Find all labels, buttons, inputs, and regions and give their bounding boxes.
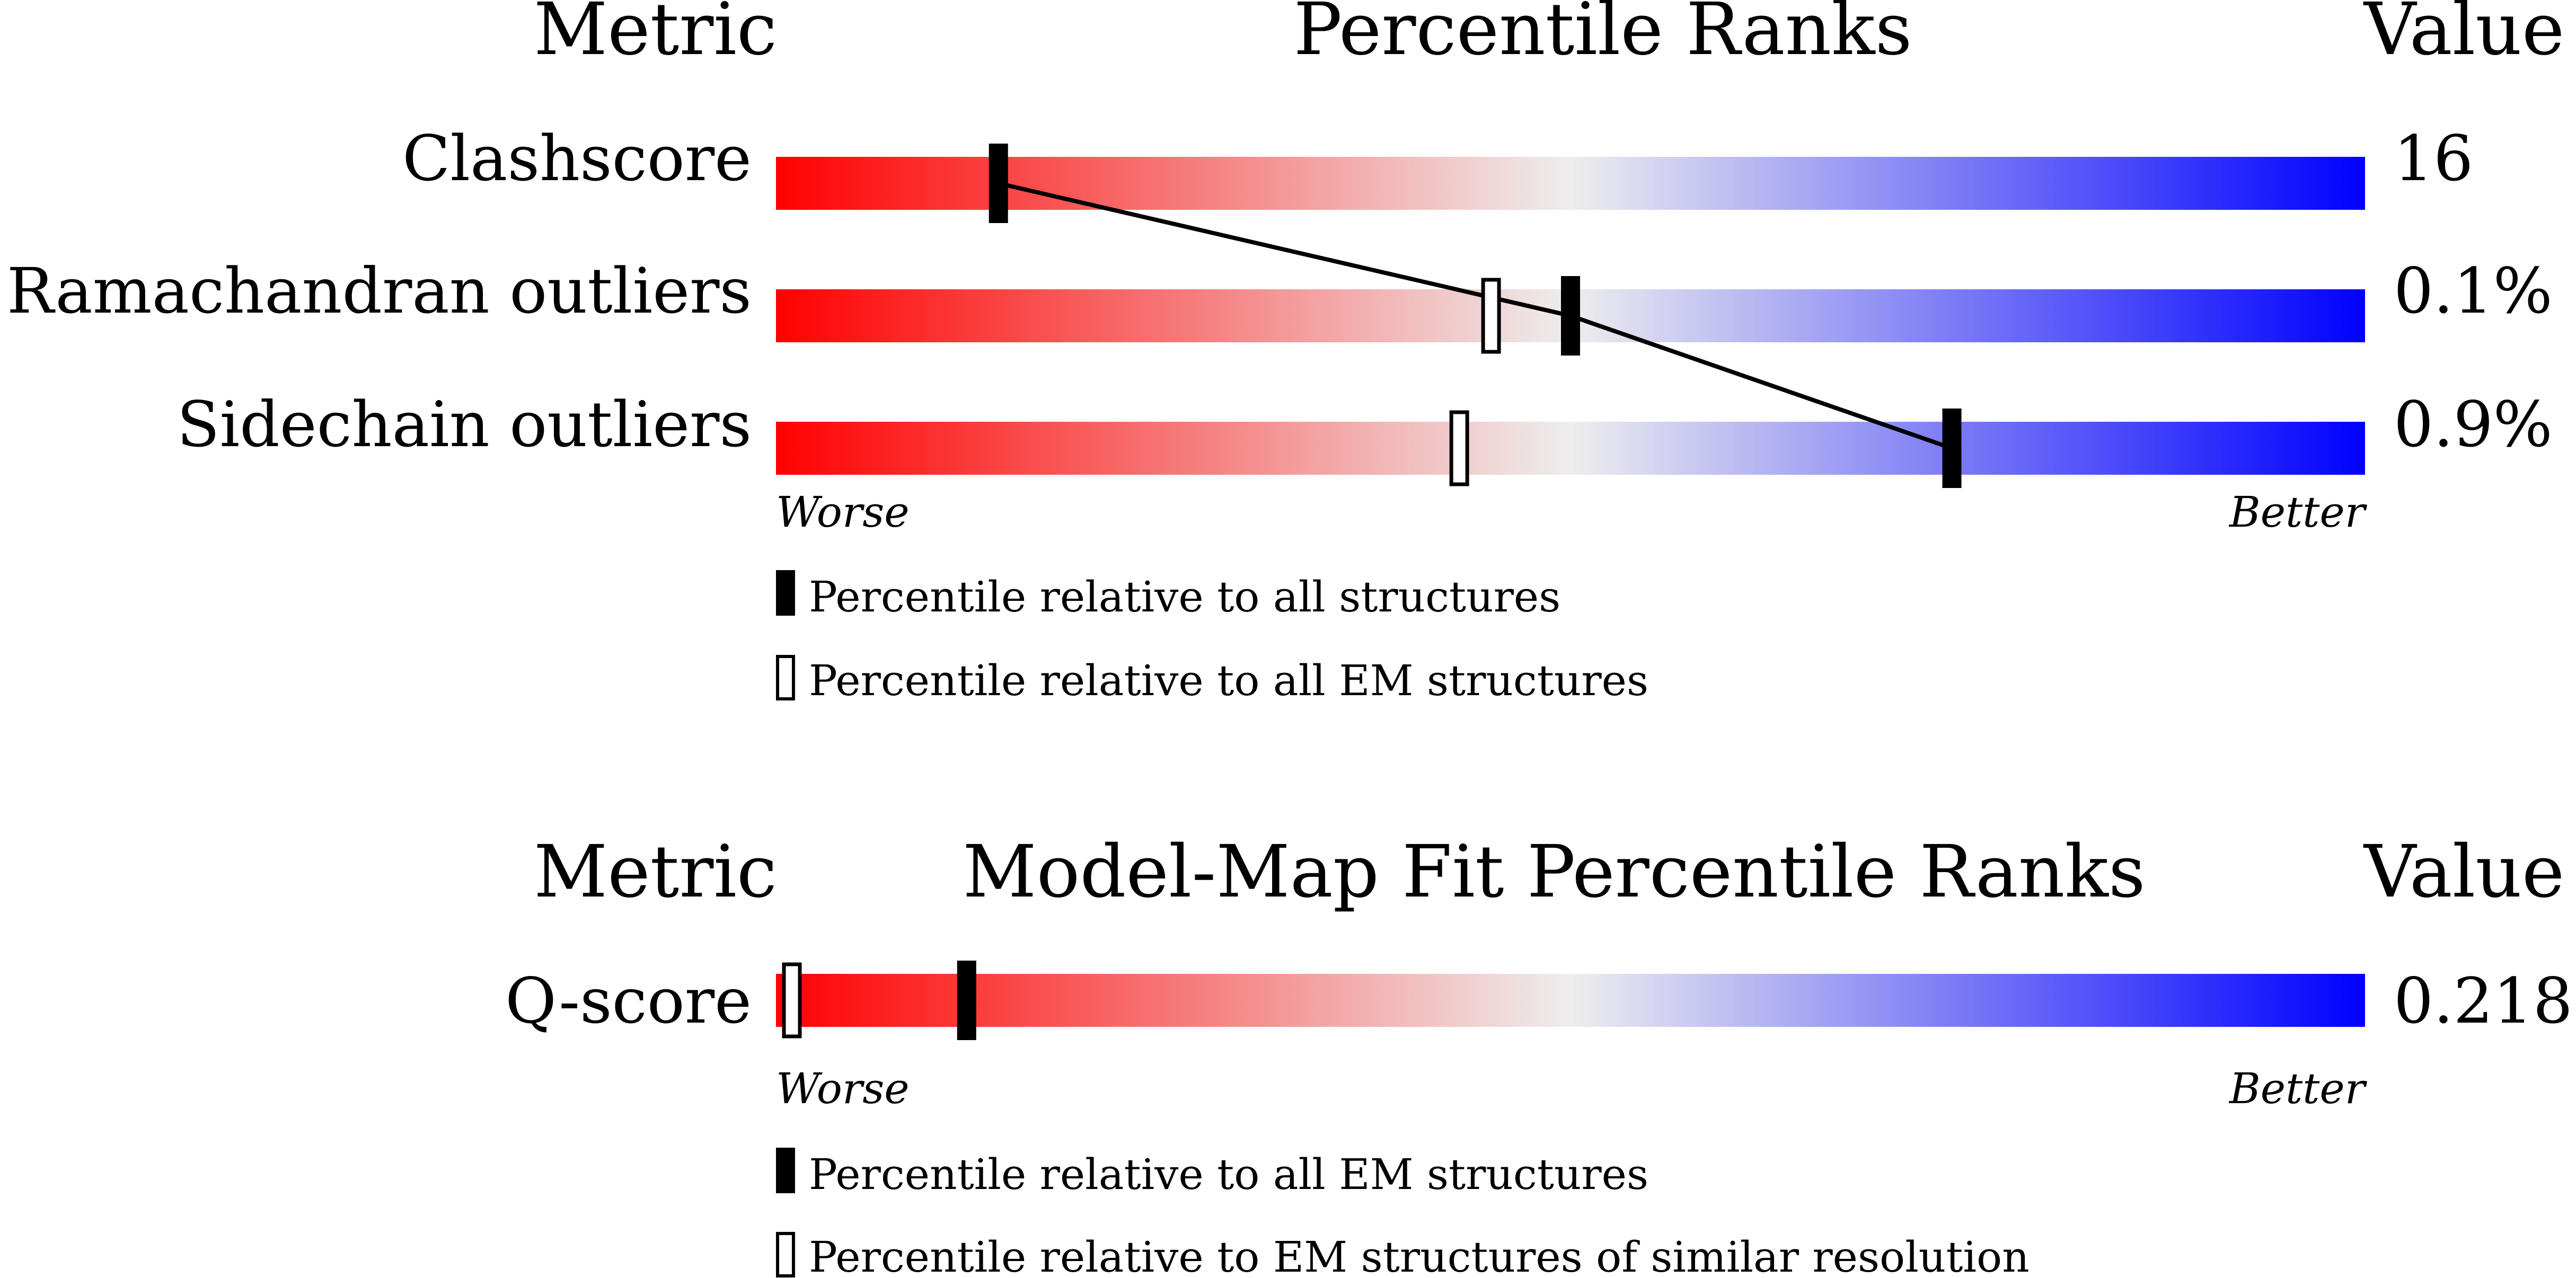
- chart-title: Model-Map Fit Percentile Ranks: [963, 830, 2145, 914]
- row-label: Clashscore: [402, 122, 752, 195]
- row-label: Ramachandran outliers: [7, 254, 752, 327]
- row-value: 0.9%: [2394, 388, 2553, 461]
- panel-geometry-validation: Metric Percentile Ranks Value Clashscore…: [7, 0, 2565, 705]
- legend-text: Percentile relative to EM structures of …: [809, 1232, 2030, 1278]
- slider-bar: [776, 974, 2365, 1027]
- open-percentile-marker: [782, 962, 802, 1039]
- filled-percentile-marker: [1561, 276, 1580, 356]
- filled-percentile-marker: [1942, 409, 1962, 488]
- worse-label: Worse: [776, 487, 910, 537]
- row-value: 0.218: [2394, 964, 2573, 1037]
- open-percentile-marker: [1449, 410, 1469, 486]
- row-value: 0.1%: [2394, 254, 2553, 327]
- filled-percentile-marker: [957, 961, 976, 1040]
- row-value: 16: [2394, 122, 2473, 195]
- percentile-markers: [989, 144, 1962, 488]
- legend-filled-marker: [776, 1148, 795, 1193]
- chart-title: Percentile Ranks: [1294, 0, 1912, 72]
- better-label: Better: [2228, 1064, 2368, 1113]
- percentile-markers: [782, 961, 976, 1040]
- filled-percentile-marker: [989, 144, 1008, 223]
- worse-label: Worse: [776, 1064, 910, 1113]
- slider-bar: [776, 422, 2365, 475]
- metric-header: Metric: [534, 0, 777, 72]
- row-label: Sidechain outliers: [177, 388, 752, 461]
- legend-open-marker: [776, 655, 795, 700]
- slider-bars: [776, 974, 2365, 1027]
- legend-text: Percentile relative to all EM structures: [809, 1150, 1648, 1199]
- metric-header: Metric: [534, 830, 777, 914]
- value-header: Value: [2363, 830, 2564, 914]
- open-percentile-marker: [1481, 278, 1501, 354]
- row-label: Q-score: [505, 964, 752, 1037]
- value-header: Value: [2363, 0, 2564, 72]
- panel-model-map-fit: Metric Model-Map Fit Percentile Ranks Va…: [505, 830, 2573, 1278]
- better-label: Better: [2228, 487, 2368, 537]
- legend-filled-marker: [776, 570, 795, 616]
- legend-open-marker: [776, 1232, 795, 1277]
- slider-bar: [776, 157, 2365, 210]
- legend-text: Percentile relative to all structures: [809, 572, 1560, 622]
- legend-text: Percentile relative to all EM structures: [809, 656, 1648, 705]
